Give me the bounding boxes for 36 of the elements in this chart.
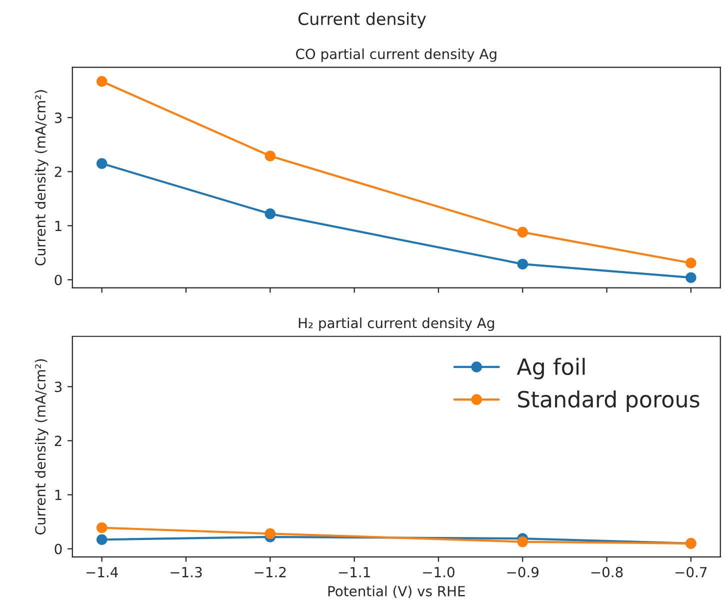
x-tick-label: −1.3 [170, 566, 202, 578]
point [517, 536, 528, 548]
point [264, 150, 276, 162]
y-tick-label: 0 [54, 544, 62, 554]
legend-label: Standard porous [518, 390, 700, 412]
y-tick-label: 2 [54, 166, 62, 177]
point [517, 258, 528, 270]
point [96, 76, 108, 87]
chart-title: Current density [298, 12, 426, 28]
x-tick-label: −1.0 [423, 566, 454, 578]
x-tick-label: −0.7 [676, 566, 707, 578]
x-tick-label: −0.9 [507, 566, 539, 578]
point [96, 522, 108, 534]
point [686, 272, 696, 283]
x-tick-label: −1.4 [86, 567, 118, 578]
y-tick-label: 1 [55, 220, 62, 231]
x-tick-label: −1.2 [254, 566, 286, 578]
legend-label: Ag foil [516, 358, 585, 380]
point [264, 528, 276, 540]
x-tick-label: −0.8 [591, 566, 623, 578]
y-tick-label: 0 [54, 274, 62, 286]
y-tick-label: 3 [54, 112, 62, 124]
point [517, 226, 528, 238]
point [96, 158, 108, 169]
point [686, 258, 696, 268]
y-tick-label: 3 [54, 382, 62, 392]
chart-subtitle: CO partial current density Ag [296, 48, 496, 62]
x-axis-title: Potential (V) vs RHE [328, 586, 465, 598]
y-axis-title: Current density (mA/cm²) [34, 90, 48, 266]
point [264, 208, 276, 220]
y-axis-title: Current density (mA/cm²) [34, 359, 48, 534]
point [96, 534, 108, 546]
y-tick-label: 2 [54, 436, 62, 446]
chart-title: H₂ partial current density Ag [298, 317, 494, 331]
x-tick-label: −1.1 [338, 567, 370, 578]
y-tick-label: 1 [55, 490, 62, 500]
